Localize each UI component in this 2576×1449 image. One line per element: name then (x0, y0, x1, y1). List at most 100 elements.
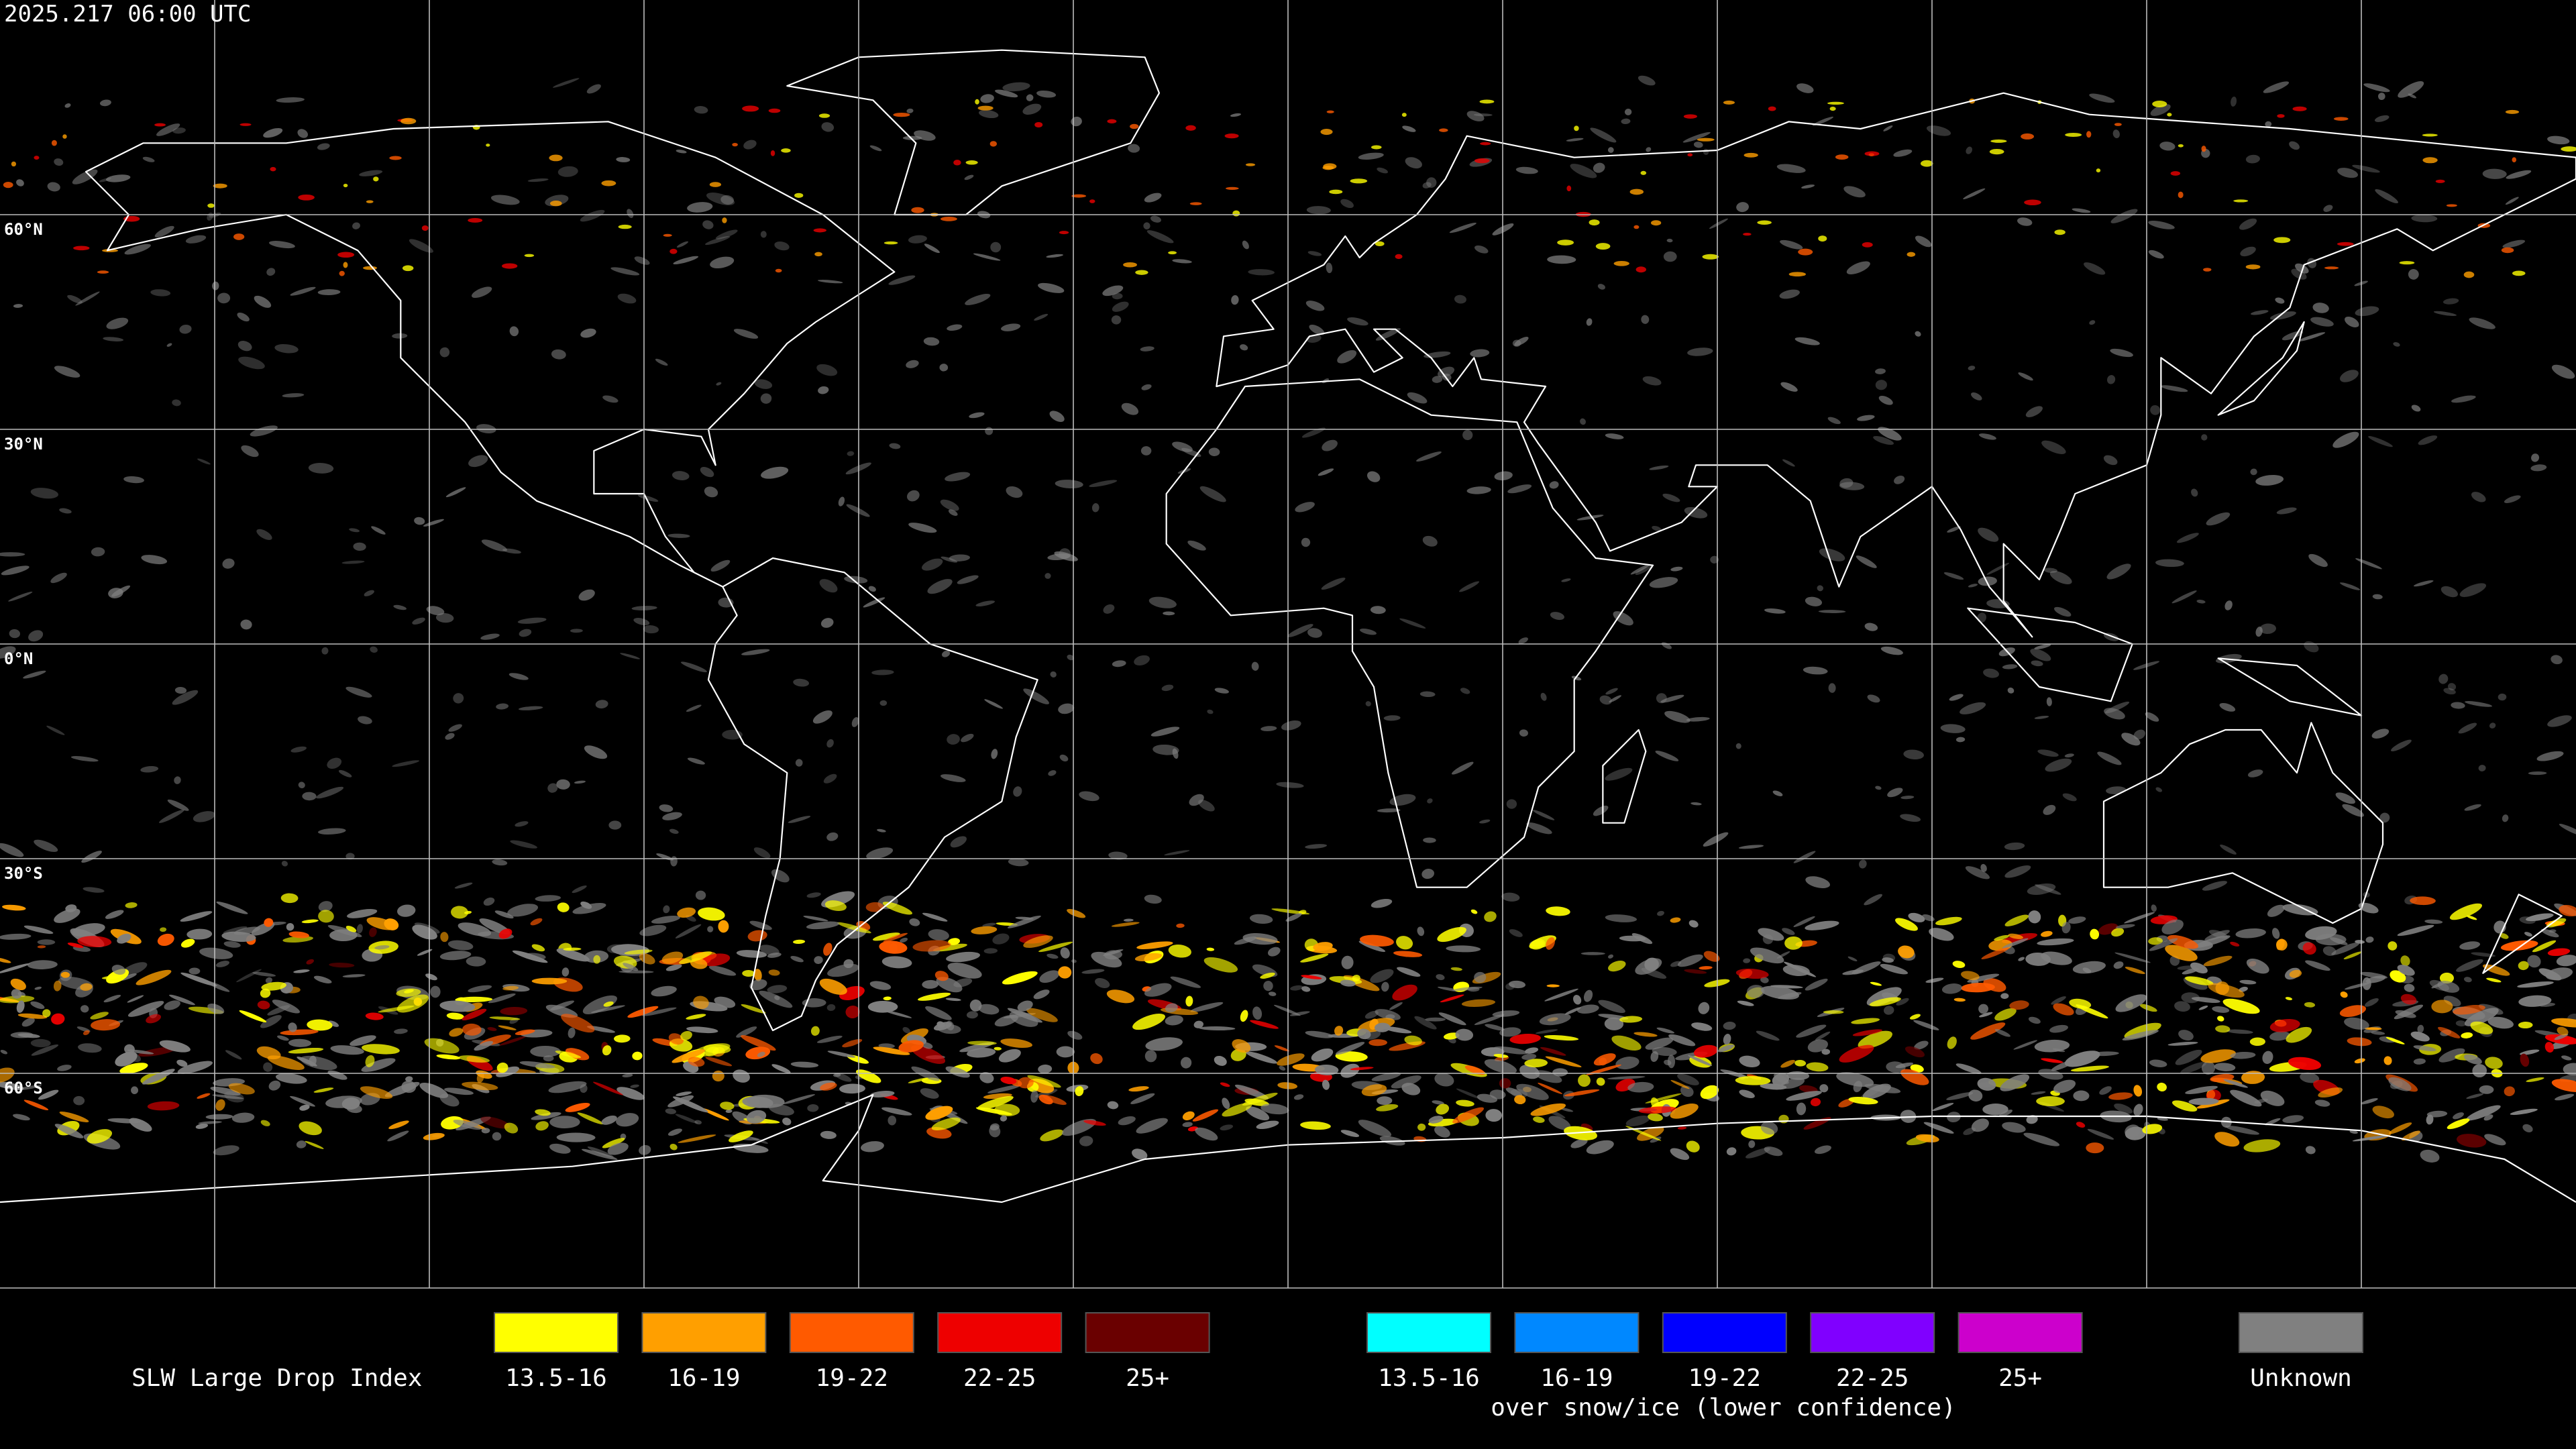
legend-label: 22-25 (1836, 1364, 1909, 1392)
cloud-patch (2340, 991, 2348, 998)
cloud-patch (1208, 447, 1220, 457)
cloud-patch (2203, 955, 2233, 967)
cloud-patch (2170, 171, 2181, 176)
cloud-patch (535, 1121, 549, 1131)
cloud-patch (827, 1051, 856, 1058)
cloud-patch (2518, 1022, 2533, 1029)
cloud-patch (62, 134, 67, 139)
cloud-patch (498, 928, 513, 939)
cloud-patch (338, 769, 352, 777)
cloud-patch (2556, 955, 2576, 967)
cloud-patch (1480, 142, 1491, 146)
cloud-patch (57, 1065, 72, 1071)
cloud-patch (1703, 832, 1729, 847)
cloud-patch (1717, 1044, 1735, 1053)
cloud-patch (396, 988, 421, 998)
cloud-patch (509, 326, 519, 337)
cloud-patch (77, 936, 112, 947)
cloud-patch (1145, 1037, 1183, 1051)
graticule (0, 0, 2576, 1289)
cloud-patch (263, 1062, 273, 1072)
cloud-patch (225, 1050, 242, 1060)
cloud-patch (1818, 610, 1846, 613)
cloud-patch (1234, 1084, 1269, 1099)
cloud-patch (393, 604, 407, 610)
cloud-patch (1301, 975, 1322, 979)
cloud-patch (803, 916, 828, 922)
cloud-patch (888, 1115, 897, 1126)
cloud-patch (820, 1082, 837, 1091)
cloud-patch (1036, 90, 1057, 98)
cloud-patch (127, 995, 144, 1003)
cloud-patch (1040, 1129, 1064, 1142)
legend-swatch (1085, 1312, 1210, 1353)
cloud-patch (275, 1073, 307, 1084)
cloud-patch (345, 925, 357, 932)
cloud-patch (557, 166, 578, 177)
cloud-patch (1571, 676, 1582, 681)
cloud-patch (1682, 131, 1711, 143)
cloud-patch (1121, 402, 1139, 415)
cloud-patch (1260, 726, 1277, 731)
cloud-patch (1314, 1064, 1339, 1075)
cloud-patch (223, 926, 248, 934)
cloud-patch (927, 579, 953, 594)
latitude-label: 0°N (4, 649, 33, 668)
cloud-patch (361, 1058, 396, 1072)
cloud-patch (356, 924, 363, 934)
cloud-patch (317, 289, 341, 295)
cloud-patch (290, 286, 316, 296)
cloud-patch (2557, 1026, 2569, 1036)
cloud-patch (1000, 1038, 1032, 1049)
cloud-patch (1700, 1085, 1719, 1099)
cloud-patch (1796, 1102, 1807, 1116)
cloud-patch (1666, 238, 1673, 243)
cloud-patch (2275, 938, 2288, 951)
cloud-patch (1150, 215, 1161, 223)
cloud-patch (1493, 1053, 1509, 1058)
cloud-patch (1492, 1010, 1520, 1017)
cloud-patch (978, 109, 999, 119)
cloud-patch (1049, 411, 1065, 423)
cloud-patch (1801, 184, 1815, 189)
cloud-patch (1583, 989, 1593, 1002)
cloud-patch (2364, 998, 2379, 1007)
cloud-patch (1758, 928, 1784, 941)
cloud-patch (700, 1108, 729, 1121)
cloud-patch (704, 1046, 719, 1057)
cloud-patch (300, 1055, 337, 1071)
cloud-patch (83, 887, 105, 893)
cloud-patch (888, 275, 916, 285)
cloud-patch (387, 1130, 409, 1142)
cloud-patch (2175, 1049, 2202, 1065)
cloud-patch (2361, 1098, 2378, 1105)
cloud-patch (898, 1040, 924, 1053)
cloud-patch (2471, 492, 2486, 502)
cloud-patch (370, 646, 378, 653)
cloud-patch (2106, 375, 2116, 384)
cloud-patch (687, 757, 705, 765)
cloud-patch (261, 981, 286, 991)
cloud-patch (1389, 1002, 1403, 1010)
cloud-patch (2314, 1099, 2330, 1107)
cloud-patch (1141, 384, 1152, 390)
cloud-patch (1307, 628, 1322, 638)
cloud-patch (1474, 971, 1487, 983)
cloud-patch (2151, 904, 2157, 912)
cloud-patch (136, 969, 172, 985)
cloud-patch (2512, 270, 2526, 276)
cloud-patch (1688, 920, 1699, 928)
cloud-patch (940, 774, 966, 782)
cloud-patch (30, 1038, 51, 1048)
cloud-patch (624, 949, 653, 955)
cloud-patch (698, 907, 725, 921)
cloud-patch (781, 148, 791, 153)
cloud-patch (2043, 804, 2056, 815)
cloud-patch (2463, 271, 2475, 278)
cloud-patch (3, 182, 13, 189)
cloud-patch (1576, 1004, 1599, 1014)
cloud-patch (2379, 812, 2390, 823)
cloud-patch (1185, 996, 1193, 1007)
cloud-patch (1856, 555, 1877, 568)
cloud-patch (2096, 168, 2101, 173)
